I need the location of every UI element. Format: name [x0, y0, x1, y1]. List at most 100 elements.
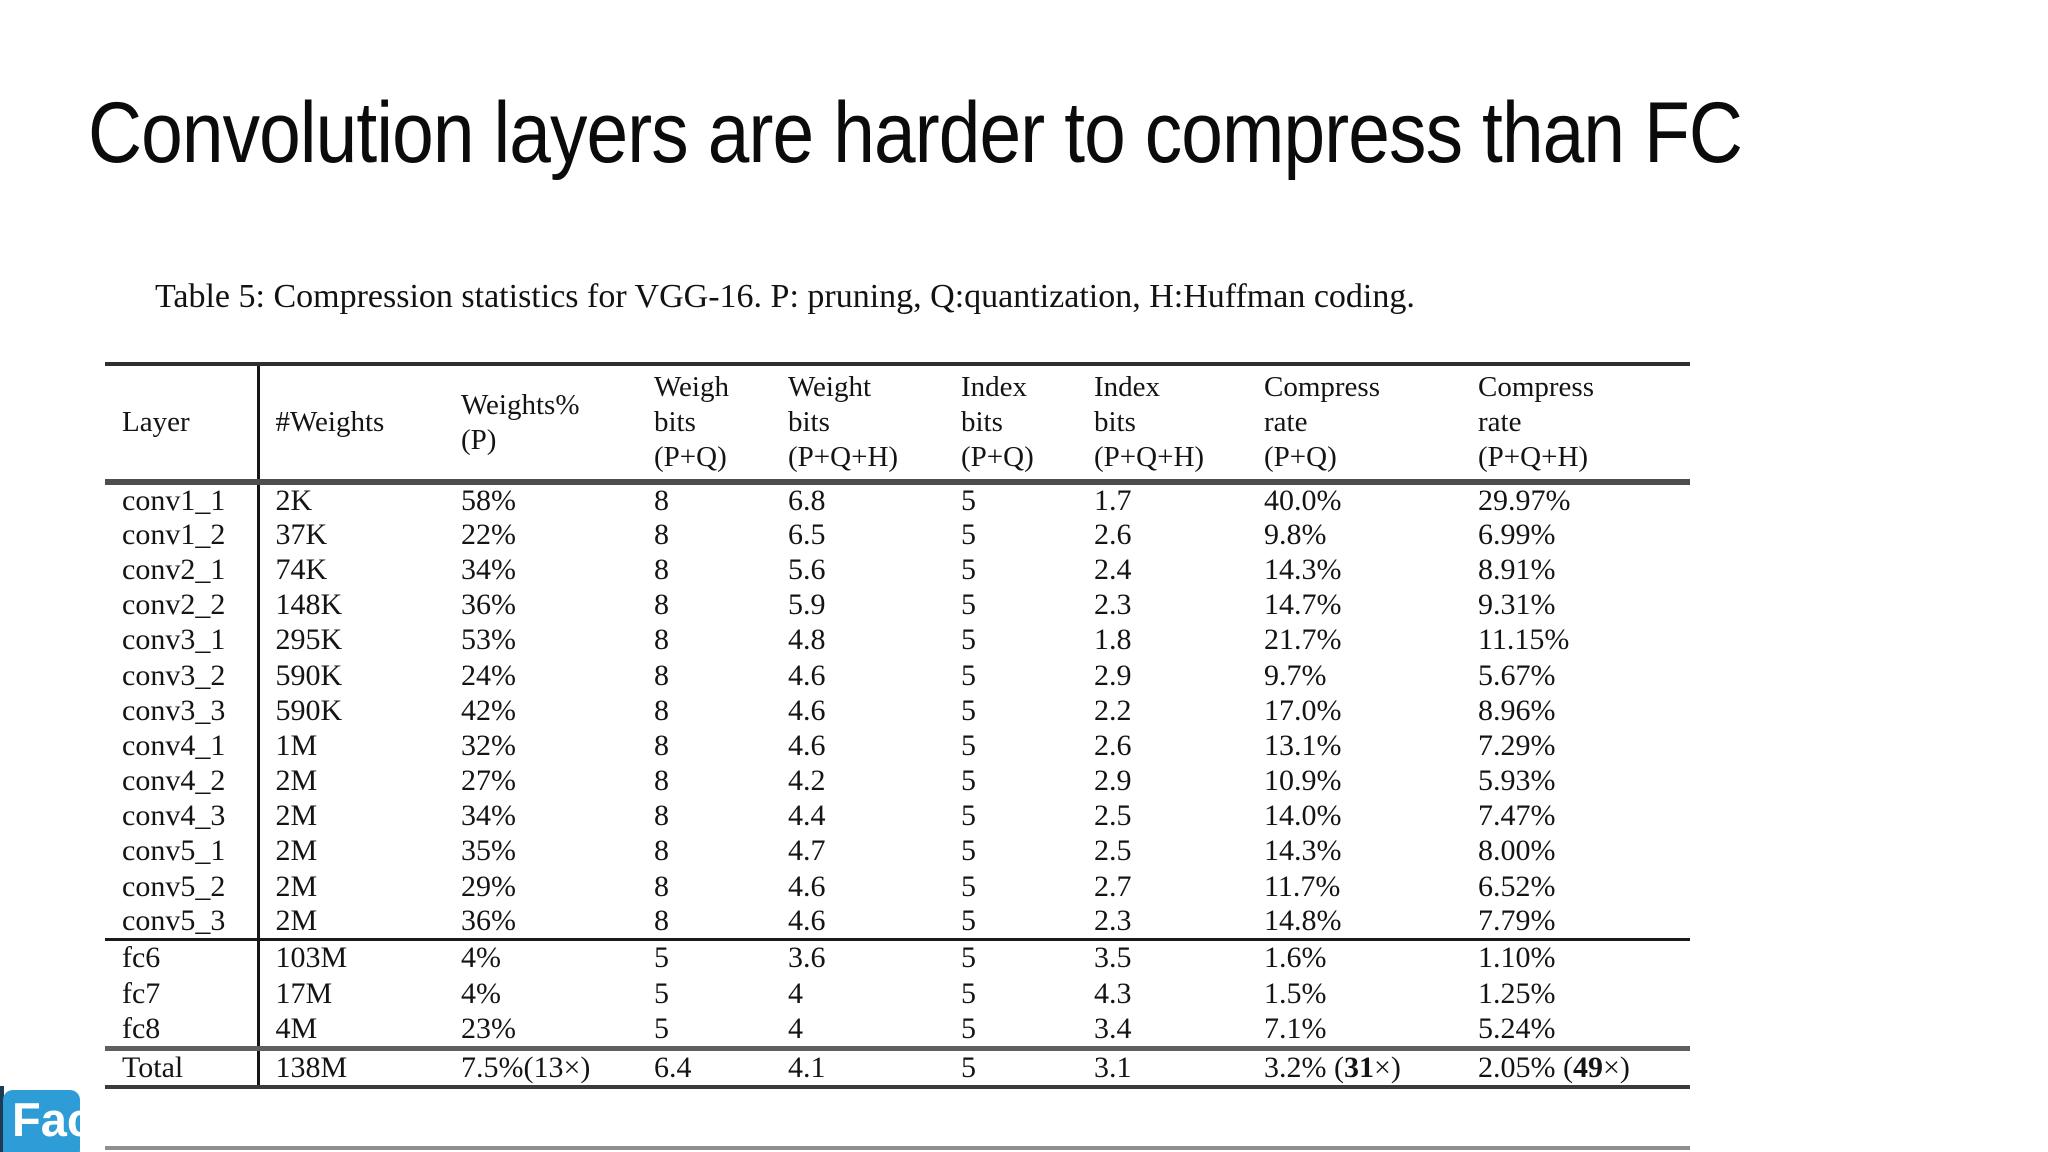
- table-cell: 2M: [275, 904, 318, 938]
- table-cell: 9.8%: [1264, 517, 1327, 551]
- watermark-edge-strip: [0, 1086, 4, 1152]
- table-row: conv5_2 2M 29% 8 4.6 5 2.7 11.7% 6.52%: [105, 869, 1690, 905]
- table-cell: 2.6: [1094, 728, 1132, 762]
- table-cell: 40.0%: [1264, 484, 1342, 518]
- table-cell: 590K: [275, 658, 343, 692]
- table-cell: 295K: [275, 623, 343, 657]
- table-cell: 14.0%: [1264, 799, 1342, 833]
- table-row: conv1_2 37K 22% 8 6.5 5 2.6 9.8% 6.99%: [105, 517, 1690, 553]
- table-cell: 6.4: [638, 1046, 772, 1087]
- table-cell: 5: [961, 658, 976, 692]
- table-cell: 4M: [275, 1012, 318, 1046]
- table-cell: 3.5: [1078, 937, 1248, 976]
- table-cell: 1.6%: [1248, 937, 1462, 976]
- table-cell: 34%: [461, 552, 516, 586]
- table-cell: 42%: [461, 693, 516, 727]
- table-cell: 58%: [461, 484, 516, 518]
- table-cell: 8.96%: [1478, 693, 1556, 727]
- table-cell: 17.0%: [1264, 693, 1342, 727]
- table-cell: 14.3%: [1264, 552, 1342, 586]
- table-cell: 2M: [275, 869, 318, 903]
- table-row: conv3_2 590K 24% 8 4.6 5 2.9 9.7% 5.67%: [105, 657, 1690, 694]
- table-row: fc6 103M 4% 5 3.6 5 3.5 1.6% 1.10%: [105, 937, 1690, 976]
- table-cell: 5: [961, 1012, 976, 1046]
- table-bottom-rule: [105, 1146, 1690, 1150]
- table-cell: 29%: [461, 869, 516, 903]
- table-cell: 8: [654, 588, 669, 622]
- table-row: conv5_3 2M 36% 8 4.6 5 2.3 14.8% 7.79%: [105, 904, 1690, 940]
- table-cell: 5.9: [788, 588, 826, 622]
- table-cell: 8: [654, 484, 669, 518]
- column-header: Index bits (P+Q): [945, 364, 1078, 485]
- table-cell: 5: [961, 552, 976, 586]
- table-cell: 6.5: [788, 517, 826, 551]
- table-cell: 34%: [461, 799, 516, 833]
- table-cell: 4: [788, 977, 803, 1011]
- table-row: conv2_2 148K 36% 8 5.9 5 2.3 14.7% 9.31%: [105, 587, 1690, 623]
- table-cell: 11.7%: [1264, 869, 1341, 903]
- table-cell: 22%: [461, 517, 516, 551]
- table-cell: 4.6: [788, 693, 826, 727]
- table-cell: 2.7: [1094, 869, 1132, 903]
- table-cell: 5: [654, 1012, 669, 1046]
- facebook-watermark-badge: Fac: [3, 1090, 80, 1152]
- compression-stats-table: Layer #Weights Weights% (P) Weigh bits (P+Q…: [105, 362, 1690, 1089]
- table-cell: 2.9: [1094, 764, 1132, 798]
- table-cell: conv4_3: [105, 798, 260, 834]
- table-cell: 138M: [258, 1046, 445, 1087]
- table-row: conv3_3 590K 42% 8 4.6 5 2.2 17.0% 8.96%: [105, 693, 1690, 729]
- table-cell: 23%: [461, 1012, 516, 1046]
- table-cell: 2.3: [1094, 904, 1132, 938]
- column-header: Compress rate (P+Q): [1248, 364, 1462, 485]
- table-cell: 2.4: [1094, 552, 1132, 586]
- table-cell: 5: [945, 937, 1078, 976]
- table-cell: 1.10%: [1462, 937, 1690, 976]
- table-cell: 2.2: [1094, 693, 1132, 727]
- table-caption: Table 5: Compression statistics for VGG-…: [155, 278, 1415, 315]
- table-cell: 5: [961, 517, 976, 551]
- table-cell: 148K: [275, 588, 343, 622]
- table-cell: conv1_2: [105, 517, 260, 553]
- table-row: conv1_1 2K 58% 8 6.8 5 1.7 40.0% 29.97%: [105, 482, 1690, 518]
- table-cell: 8: [654, 658, 669, 692]
- table-cell: 1.5%: [1264, 977, 1327, 1011]
- column-header: Index bits (P+Q+H): [1078, 364, 1248, 485]
- table-header: Layer #Weights Weights% (P) Weigh bits (P+Q…: [105, 364, 1690, 485]
- table-cell: 9.7%: [1264, 658, 1327, 692]
- table-cell: 14.8%: [1264, 904, 1342, 938]
- table-cell: 7.5%(13×): [445, 1046, 638, 1087]
- table-cell: 5: [961, 904, 976, 938]
- table-cell: 1M: [275, 728, 318, 762]
- table-header-row: Layer #Weights Weights% (P) Weigh bits (P+Q…: [105, 364, 1690, 485]
- table-cell: 5: [945, 1046, 1078, 1087]
- table-cell: 5: [961, 764, 976, 798]
- table-cell: 2.6: [1094, 517, 1132, 551]
- column-header: Weigh bits (P+Q): [638, 364, 772, 485]
- table-cell: 32%: [461, 728, 516, 762]
- table-cell: 3.6: [772, 937, 945, 976]
- table-cell: 5: [961, 728, 976, 762]
- table-cell: 6.52%: [1478, 869, 1556, 903]
- table-cell: 3.1: [1078, 1046, 1248, 1087]
- table-cell: 5: [961, 588, 976, 622]
- column-header: Compress rate (P+Q+H): [1462, 364, 1690, 485]
- table-cell: 36%: [461, 588, 516, 622]
- column-header: #Weights: [258, 364, 445, 485]
- table-cell: 7.79%: [1478, 904, 1556, 938]
- table-cell: 5.93%: [1478, 764, 1556, 798]
- table-cell: 29.97%: [1478, 484, 1571, 518]
- table-cell: 7.47%: [1478, 799, 1556, 833]
- table-cell: conv4_1: [105, 728, 260, 764]
- table-row: conv2_1 74K 34% 8 5.6 5 2.4 14.3% 8.91%: [105, 552, 1690, 588]
- column-header: Layer: [105, 364, 260, 485]
- table-cell: 4.6: [788, 728, 826, 762]
- table-cell: 5: [654, 977, 669, 1011]
- table-cell: 8: [654, 904, 669, 938]
- table-cell: 36%: [461, 904, 516, 938]
- table-cell: 8: [654, 517, 669, 551]
- table-cell: 8: [654, 834, 669, 868]
- table-cell: 53%: [461, 623, 516, 657]
- table-cell: fc8: [105, 1012, 260, 1049]
- table-cell: 13.1%: [1264, 728, 1342, 762]
